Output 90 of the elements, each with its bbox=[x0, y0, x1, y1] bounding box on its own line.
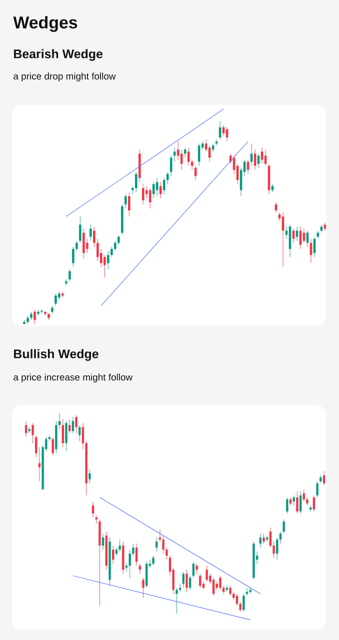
candlestick bbox=[93, 226, 96, 248]
text: Wedges bbox=[13, 16, 78, 32]
candlestick bbox=[142, 578, 144, 598]
candlestick bbox=[75, 414, 78, 434]
chart-subtitle: a price drop might follow bbox=[14, 72, 116, 82]
candlestick bbox=[276, 537, 278, 560]
candlestick bbox=[68, 268, 71, 282]
candlestick bbox=[257, 153, 260, 168]
candlestick bbox=[96, 238, 99, 262]
candlestick bbox=[79, 216, 82, 244]
candlestick bbox=[117, 234, 120, 246]
candlestick bbox=[188, 576, 192, 590]
candlestick bbox=[124, 194, 127, 209]
candlestick bbox=[166, 547, 168, 560]
candlestick bbox=[148, 188, 152, 209]
candlestick bbox=[152, 555, 154, 566]
candlestick bbox=[196, 563, 198, 574]
candlestick bbox=[264, 149, 267, 166]
candlestick bbox=[192, 561, 195, 578]
candlestick bbox=[52, 436, 54, 456]
candlestick bbox=[156, 178, 158, 196]
candlestick bbox=[286, 497, 288, 514]
candlestick bbox=[114, 240, 116, 252]
candlestick bbox=[72, 246, 74, 268]
candlestick bbox=[110, 246, 113, 258]
candlestick bbox=[250, 143, 253, 166]
candlestick bbox=[156, 537, 158, 552]
candlestick bbox=[219, 576, 222, 590]
candlestick bbox=[38, 446, 41, 482]
candlestick bbox=[142, 184, 144, 205]
candlestick bbox=[134, 172, 138, 192]
chart-title: Bearish Wedge bbox=[14, 49, 103, 61]
candlestick bbox=[145, 186, 148, 198]
candlestick bbox=[65, 420, 68, 452]
candlestick bbox=[292, 228, 295, 244]
candlestick bbox=[112, 545, 114, 564]
candlestick bbox=[212, 578, 215, 596]
candlestick bbox=[90, 224, 92, 242]
candlestick bbox=[132, 543, 134, 556]
candlestick bbox=[173, 147, 176, 162]
candlestick bbox=[166, 172, 169, 184]
candlestick bbox=[102, 533, 104, 550]
candlestick bbox=[242, 594, 245, 612]
candlestick bbox=[128, 549, 131, 578]
candlestick bbox=[299, 491, 302, 514]
candlestick bbox=[206, 565, 208, 582]
candlestick bbox=[296, 491, 298, 514]
candlestick bbox=[162, 178, 166, 194]
candlestick bbox=[135, 543, 138, 566]
candlestick bbox=[279, 531, 282, 544]
candlestick bbox=[34, 310, 36, 324]
candlestick bbox=[78, 424, 81, 442]
candlestick bbox=[128, 192, 130, 217]
candlestick bbox=[322, 471, 326, 486]
candlestick bbox=[88, 469, 91, 484]
candlestick bbox=[76, 240, 78, 252]
candlestick bbox=[118, 539, 121, 552]
candlestick bbox=[236, 594, 238, 606]
candlestick bbox=[72, 416, 74, 434]
candlestick bbox=[82, 228, 85, 260]
candlestick bbox=[68, 418, 71, 434]
candlestick bbox=[62, 418, 64, 448]
chart-title: Bullish Wedge bbox=[14, 349, 98, 361]
candlestick bbox=[199, 574, 202, 588]
candlestick bbox=[302, 228, 306, 244]
chart-subtitle: a price increase might follow bbox=[14, 374, 133, 382]
candlestick bbox=[262, 533, 265, 544]
candlestick bbox=[159, 182, 162, 198]
candlestick bbox=[145, 561, 148, 588]
candlestick bbox=[176, 141, 180, 160]
candlestick bbox=[312, 495, 316, 512]
candlestick bbox=[316, 230, 320, 240]
candlestick bbox=[282, 519, 285, 534]
candlestick bbox=[229, 586, 232, 596]
candlestick bbox=[170, 155, 172, 176]
candlestick bbox=[54, 293, 57, 306]
candlestick bbox=[176, 588, 178, 614]
candlestick bbox=[259, 533, 262, 548]
candlestick bbox=[302, 489, 306, 502]
candlestick bbox=[35, 434, 38, 458]
candlestick bbox=[316, 481, 318, 498]
candlestick bbox=[32, 422, 34, 444]
candlestick bbox=[104, 254, 106, 278]
candlestick bbox=[107, 250, 110, 270]
candlestick bbox=[182, 572, 185, 588]
candlestick bbox=[152, 182, 155, 198]
candlestick bbox=[92, 501, 94, 518]
candlestick bbox=[186, 570, 188, 592]
candlestick bbox=[24, 420, 28, 438]
candlestick bbox=[296, 226, 298, 242]
